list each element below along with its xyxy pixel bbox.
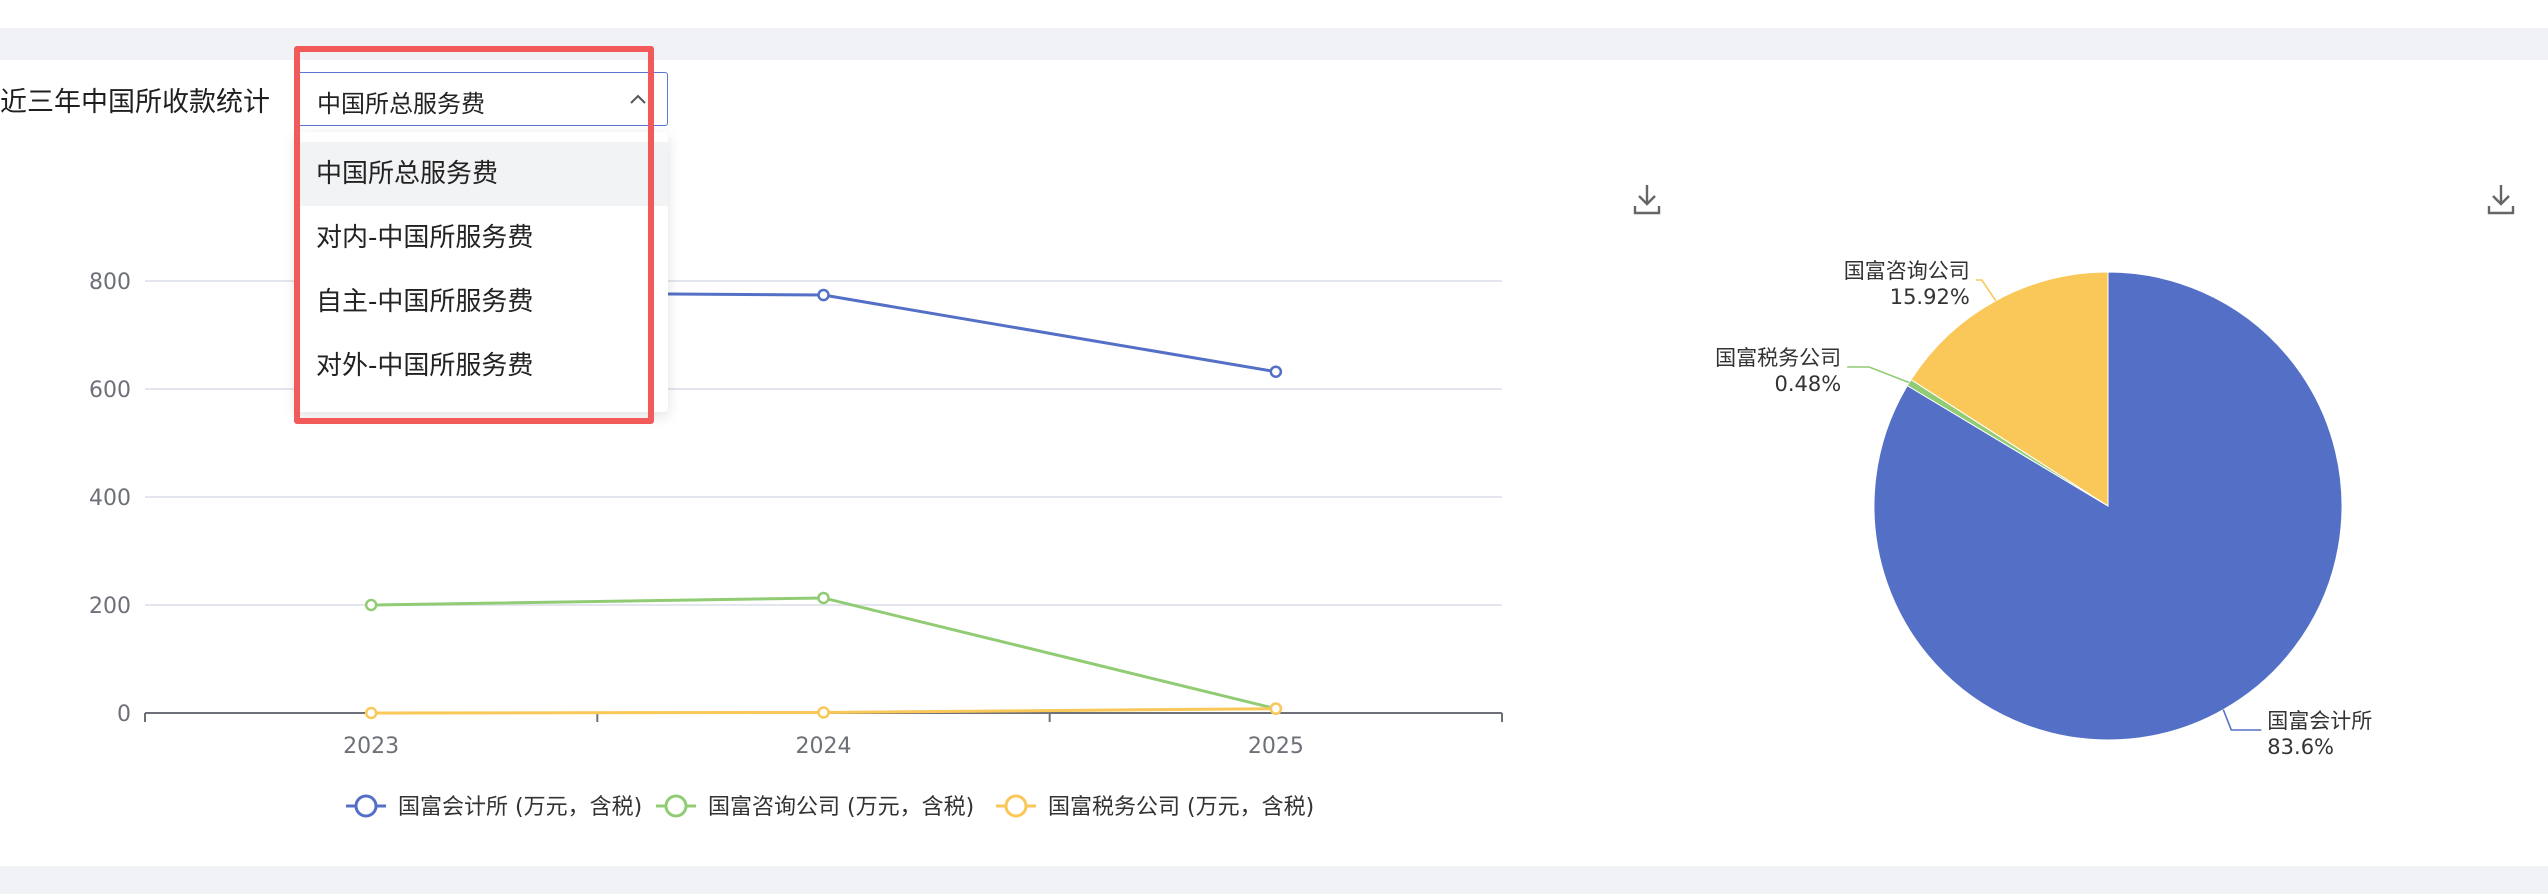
line-chart: 0 200 400 600 800 2023 2024 2025 国富会计所 (万元，含税)… [89, 270, 1503, 820]
pie-label: 国富咨询公司 [1844, 259, 1970, 283]
pie-leader-line [2222, 709, 2262, 731]
download-icon[interactable] [2486, 182, 2516, 216]
service-fee-select[interactable]: 中国所总服务费 [294, 72, 668, 126]
data-point [1269, 702, 1283, 715]
x-tick-label: 2023 [343, 734, 399, 759]
select-value: 中国所总服务费 [317, 90, 485, 118]
data-point [817, 706, 830, 719]
y-tick-label: 800 [89, 270, 131, 295]
y-tick-label: 0 [117, 702, 131, 727]
data-point [817, 591, 830, 605]
legend-marker [1004, 794, 1028, 818]
legend-label: 国富会计所 (万元，含税) [398, 795, 642, 820]
data-point [817, 288, 830, 302]
pie-value: 15.92% [1890, 285, 1970, 309]
pie-label: 国富税务公司 [1715, 346, 1841, 370]
legend-label: 国富咨询公司 (万元，含税) [708, 795, 974, 820]
pie-leader-line [1975, 279, 1997, 302]
chevron-up-icon [629, 87, 647, 112]
pie-leader-line [1847, 366, 1910, 384]
dropdown-option[interactable]: 中国所总服务费 [296, 142, 668, 206]
download-icon[interactable] [1632, 182, 1662, 216]
y-tick-label: 400 [89, 486, 131, 511]
x-tick-label: 2025 [1248, 734, 1304, 759]
data-point [1269, 365, 1283, 378]
pie-label: 国富会计所 [2267, 709, 2372, 733]
x-tick-label: 2024 [796, 734, 852, 759]
y-tick-label: 200 [89, 594, 131, 619]
legend-label: 国富税务公司 (万元，含税) [1048, 795, 1314, 820]
legend-marker [354, 794, 378, 818]
data-point [364, 706, 378, 720]
data-point [364, 598, 378, 612]
pie-value: 0.48% [1774, 372, 1841, 396]
dropdown-option[interactable]: 对外-中国所服务费 [316, 351, 534, 381]
legend-marker [664, 794, 688, 818]
pie-slice [1910, 271, 2109, 507]
y-tick-label: 600 [89, 378, 131, 403]
section-title: 近三年中国所收款统计 [0, 87, 270, 118]
dropdown-option[interactable]: 自主-中国所服务费 [316, 287, 534, 317]
select-dropdown: 中国所总服务费 对内-中国所服务费 自主-中国所服务费 对外-中国所服务费 [296, 132, 668, 412]
pie-value: 83.6% [2267, 735, 2334, 759]
dropdown-option[interactable]: 对内-中国所服务费 [316, 223, 534, 253]
series-line [371, 596, 1277, 711]
top-band [0, 0, 2548, 28]
